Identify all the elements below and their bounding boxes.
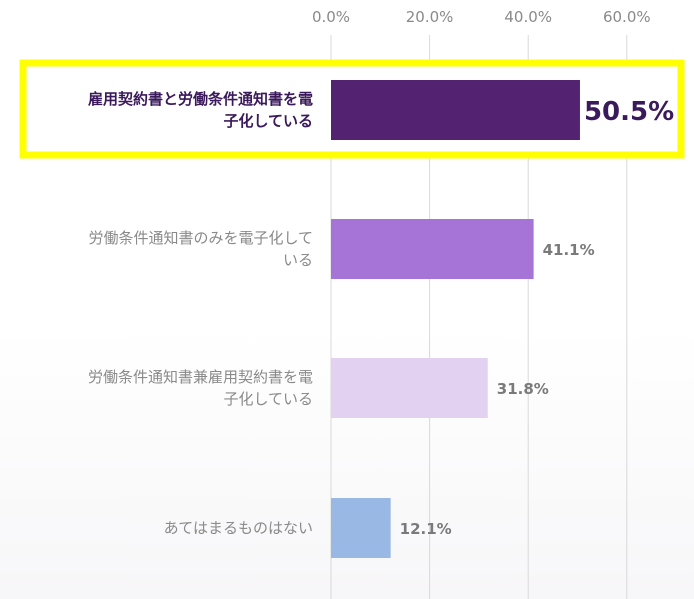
category-label: 労働条件通知書兼雇用契約書を電 [88,368,313,386]
x-tick-label: 20.0% [406,8,454,26]
data-label: 50.5% [584,97,674,127]
x-tick-label: 60.0% [603,8,651,26]
x-tick-label: 0.0% [312,8,350,26]
category-label: 労働条件通知書のみを電子化して [88,229,313,247]
category-label: 雇用契約書と労働条件通知書を電 [88,90,313,108]
category-label: いる [283,251,313,269]
bar [331,498,391,558]
data-label: 31.8% [497,380,549,398]
category-label: 子化している [223,390,313,408]
bar [331,80,580,140]
bar [331,358,488,418]
bar [331,219,534,279]
category-label: あてはまるものはない [164,519,313,537]
data-label: 41.1% [543,241,595,259]
category-label: 子化している [223,112,313,130]
data-label: 12.1% [400,520,452,538]
x-tick-label: 40.0% [504,8,552,26]
